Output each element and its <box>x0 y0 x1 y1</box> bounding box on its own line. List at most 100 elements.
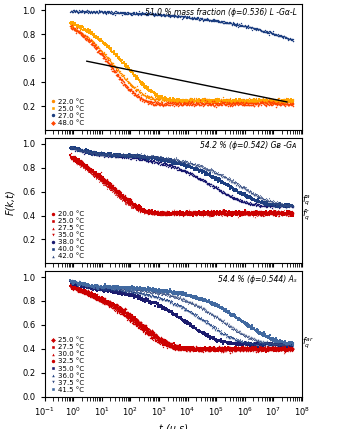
Point <box>98 293 103 300</box>
Point <box>79 162 85 169</box>
Point <box>206 344 211 351</box>
Point <box>143 286 148 293</box>
Point <box>71 146 77 153</box>
Point <box>282 210 287 217</box>
Point <box>134 285 140 292</box>
Point <box>85 291 91 298</box>
Point <box>137 208 143 215</box>
Point <box>161 343 166 350</box>
Point <box>143 10 149 17</box>
Point <box>152 336 157 343</box>
Point <box>110 299 115 306</box>
Point <box>178 303 184 310</box>
Point <box>169 97 175 104</box>
Point <box>127 85 132 92</box>
Point <box>144 86 150 93</box>
Point <box>275 344 281 351</box>
Point <box>161 341 167 348</box>
Point <box>135 324 141 331</box>
Point <box>113 187 119 194</box>
Point <box>92 171 98 178</box>
Point <box>229 97 235 104</box>
Point <box>283 340 288 347</box>
Point <box>213 211 219 218</box>
Point <box>188 211 193 218</box>
Point <box>141 156 147 163</box>
Point <box>225 346 231 353</box>
Point <box>174 209 179 216</box>
Point <box>70 8 76 15</box>
Point <box>263 94 269 101</box>
Point <box>269 346 274 353</box>
Point <box>254 326 260 332</box>
Point <box>133 287 139 293</box>
Point <box>257 210 262 217</box>
Point <box>247 199 252 206</box>
Point <box>73 284 79 291</box>
Point <box>70 280 75 287</box>
Point <box>226 98 231 105</box>
Point <box>213 346 218 353</box>
Point <box>80 8 85 15</box>
Point <box>175 314 180 320</box>
Point <box>213 98 219 105</box>
Point <box>275 341 281 347</box>
Point <box>228 346 234 353</box>
Point <box>173 163 178 170</box>
Point <box>182 159 188 166</box>
Point <box>140 11 145 18</box>
Point <box>250 346 256 353</box>
Point <box>223 345 228 352</box>
Point <box>234 179 239 186</box>
Point <box>270 199 276 206</box>
Point <box>224 339 229 346</box>
Point <box>68 278 73 284</box>
Point <box>157 210 163 217</box>
Point <box>210 334 216 341</box>
Point <box>245 185 250 192</box>
Point <box>196 209 202 216</box>
Point <box>90 8 95 15</box>
Point <box>245 25 250 32</box>
Point <box>204 317 210 324</box>
Point <box>144 97 150 104</box>
Point <box>230 210 235 217</box>
Point <box>68 144 74 151</box>
Point <box>220 345 225 352</box>
Point <box>155 95 161 102</box>
Point <box>205 331 211 338</box>
Point <box>279 97 285 104</box>
Point <box>110 284 116 290</box>
Point <box>240 198 245 205</box>
Point <box>232 346 237 353</box>
Point <box>232 345 237 352</box>
Point <box>190 97 196 104</box>
Point <box>138 205 143 211</box>
Point <box>88 150 94 157</box>
Point <box>78 163 83 170</box>
Point <box>192 103 197 109</box>
Point <box>286 207 292 214</box>
Point <box>79 286 84 293</box>
Point <box>195 314 201 321</box>
Point <box>110 300 116 307</box>
Point <box>161 12 166 19</box>
Point <box>209 344 215 351</box>
Point <box>125 198 130 205</box>
Point <box>155 210 160 217</box>
Point <box>240 22 246 29</box>
Point <box>132 152 138 159</box>
Point <box>170 290 175 296</box>
Point <box>83 31 88 38</box>
Point <box>220 100 225 106</box>
Point <box>246 321 251 328</box>
Point <box>174 294 179 301</box>
Point <box>113 304 119 311</box>
Point <box>241 340 246 347</box>
Point <box>85 283 90 290</box>
Point <box>82 148 88 155</box>
Point <box>142 331 148 338</box>
Point <box>127 293 132 299</box>
Point <box>134 151 140 158</box>
Point <box>96 152 101 159</box>
